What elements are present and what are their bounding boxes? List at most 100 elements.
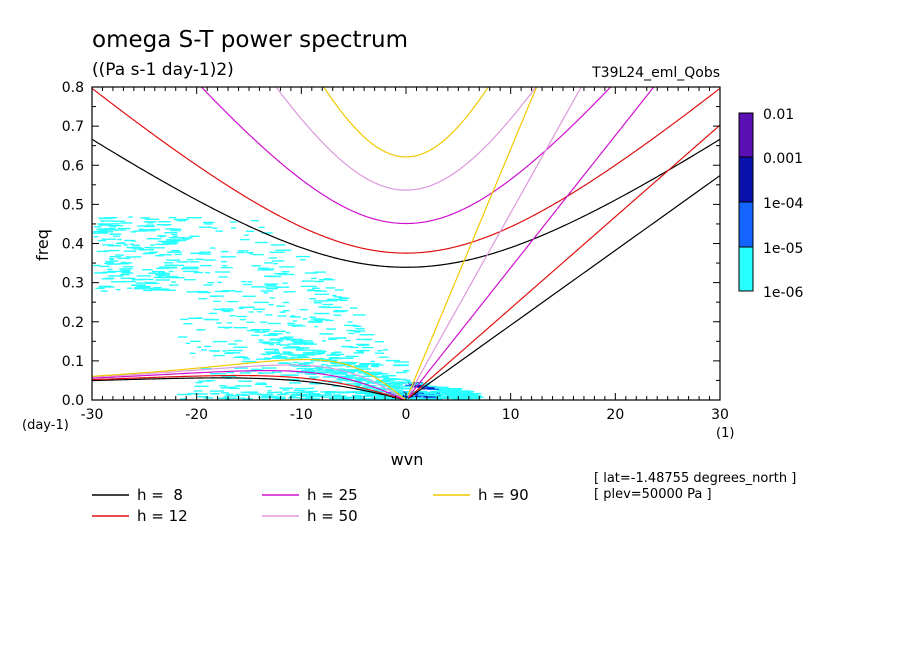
power-shade-mark bbox=[119, 268, 133, 270]
power-shade-mark bbox=[442, 389, 449, 391]
power-shade-mark bbox=[415, 383, 430, 385]
power-shade-mark bbox=[228, 343, 238, 345]
power-shade-mark bbox=[275, 249, 292, 251]
power-shade-mark bbox=[340, 379, 347, 381]
power-shade-mark bbox=[330, 353, 345, 355]
power-shade-mark bbox=[243, 358, 251, 360]
power-shade-mark bbox=[396, 382, 405, 384]
legend-label: h = 25 bbox=[307, 486, 358, 504]
power-shade-mark bbox=[176, 393, 192, 396]
power-shade-mark bbox=[251, 286, 263, 288]
power-shade-mark bbox=[333, 394, 341, 396]
power-shade-mark bbox=[99, 217, 112, 220]
power-shade-mark bbox=[354, 395, 366, 398]
power-shade-mark bbox=[239, 318, 247, 321]
power-shade-mark bbox=[358, 375, 374, 377]
power-shade-mark bbox=[261, 232, 273, 234]
power-shade-mark bbox=[427, 387, 435, 389]
power-shade-mark bbox=[226, 322, 233, 324]
power-shade-mark bbox=[292, 325, 297, 327]
power-shade-mark bbox=[392, 364, 409, 367]
chart-title: omega S-T power spectrum bbox=[92, 27, 408, 53]
power-shade-mark bbox=[100, 290, 108, 292]
power-shade-mark bbox=[313, 280, 324, 283]
power-shade-mark bbox=[387, 378, 395, 380]
power-shade-mark bbox=[388, 375, 397, 377]
power-shade-mark bbox=[270, 342, 281, 344]
power-shade-mark bbox=[238, 380, 253, 382]
curve-rossby-h50 bbox=[92, 364, 407, 400]
power-shade-mark bbox=[459, 391, 473, 393]
power-shade-mark bbox=[367, 371, 383, 374]
power-shade-mark bbox=[213, 300, 221, 303]
power-shade-mark bbox=[272, 356, 284, 358]
power-shade-mark bbox=[333, 314, 342, 316]
power-shade-mark bbox=[289, 316, 301, 318]
power-shade-mark bbox=[249, 253, 254, 255]
y-tick-label: 0.1 bbox=[62, 354, 84, 370]
power-shade-mark bbox=[378, 388, 393, 391]
x-tick-label: 20 bbox=[606, 407, 624, 423]
power-shade-mark bbox=[326, 354, 341, 356]
power-shade-mark bbox=[313, 398, 320, 400]
power-shade-mark bbox=[150, 244, 155, 246]
power-shade-mark bbox=[309, 376, 320, 378]
power-shade-mark bbox=[107, 270, 121, 273]
y-tick-label: 0.3 bbox=[62, 276, 84, 292]
power-shade-mark bbox=[328, 338, 337, 340]
power-shade-mark bbox=[235, 393, 248, 396]
power-shade-mark bbox=[168, 284, 179, 286]
power-shade-mark bbox=[203, 318, 220, 321]
power-shade-mark bbox=[220, 261, 227, 263]
power-shade-mark bbox=[98, 286, 115, 288]
power-shade-mark bbox=[409, 382, 414, 384]
power-shade-mark bbox=[158, 271, 166, 274]
power-shade-mark bbox=[115, 254, 124, 256]
power-shade-mark bbox=[136, 275, 152, 277]
power-shade-mark bbox=[233, 327, 248, 329]
power-shade-mark bbox=[156, 267, 170, 270]
power-shade-mark bbox=[299, 397, 307, 400]
power-shade-mark bbox=[295, 349, 310, 351]
power-shade-mark bbox=[135, 244, 140, 247]
power-shade-mark bbox=[229, 397, 246, 399]
power-shade-mark bbox=[289, 357, 303, 359]
power-shade-mark bbox=[238, 250, 249, 252]
power-shade-mark bbox=[403, 379, 411, 381]
power-shade-mark bbox=[263, 262, 273, 264]
curve-igw-h8 bbox=[92, 138, 720, 268]
power-shade-mark bbox=[213, 308, 225, 311]
curve-kelvin-h50 bbox=[407, 87, 582, 397]
power-shade-mark bbox=[173, 218, 189, 221]
power-shade-mark bbox=[277, 315, 287, 317]
power-shade-mark bbox=[170, 264, 185, 267]
power-shade-mark bbox=[282, 351, 290, 354]
power-shade-mark bbox=[231, 227, 237, 229]
power-shade-mark bbox=[302, 280, 314, 282]
power-shade-mark bbox=[310, 360, 317, 362]
power-shade-mark bbox=[142, 252, 154, 255]
power-shade-mark bbox=[145, 282, 160, 285]
power-shade-mark bbox=[309, 383, 323, 385]
power-shade-mark bbox=[134, 288, 148, 290]
power-shade-mark bbox=[282, 310, 290, 312]
power-shade-mark bbox=[144, 225, 155, 228]
power-shade-mark bbox=[148, 287, 157, 290]
power-shade-mark bbox=[239, 372, 251, 374]
power-shade-mark bbox=[157, 275, 167, 277]
power-shade-mark bbox=[113, 235, 120, 237]
power-shade-mark bbox=[104, 250, 110, 252]
power-shade-mark bbox=[110, 281, 125, 283]
power-shade-mark bbox=[460, 398, 466, 400]
legend: h = 8 h = 12 h = 25 h = 50 h = 90 bbox=[92, 486, 529, 525]
power-shade-mark bbox=[234, 290, 243, 293]
power-shade-mark bbox=[339, 299, 348, 302]
power-shade-mark bbox=[127, 287, 133, 289]
x-unit-label: (1) bbox=[716, 426, 734, 441]
power-shade-mark bbox=[338, 297, 347, 299]
power-shade-mark bbox=[376, 387, 384, 389]
power-shade-mark bbox=[341, 345, 353, 348]
power-shade-mark bbox=[330, 373, 346, 375]
power-shade-mark bbox=[221, 309, 234, 312]
y-tick-label: 0.7 bbox=[62, 119, 84, 135]
